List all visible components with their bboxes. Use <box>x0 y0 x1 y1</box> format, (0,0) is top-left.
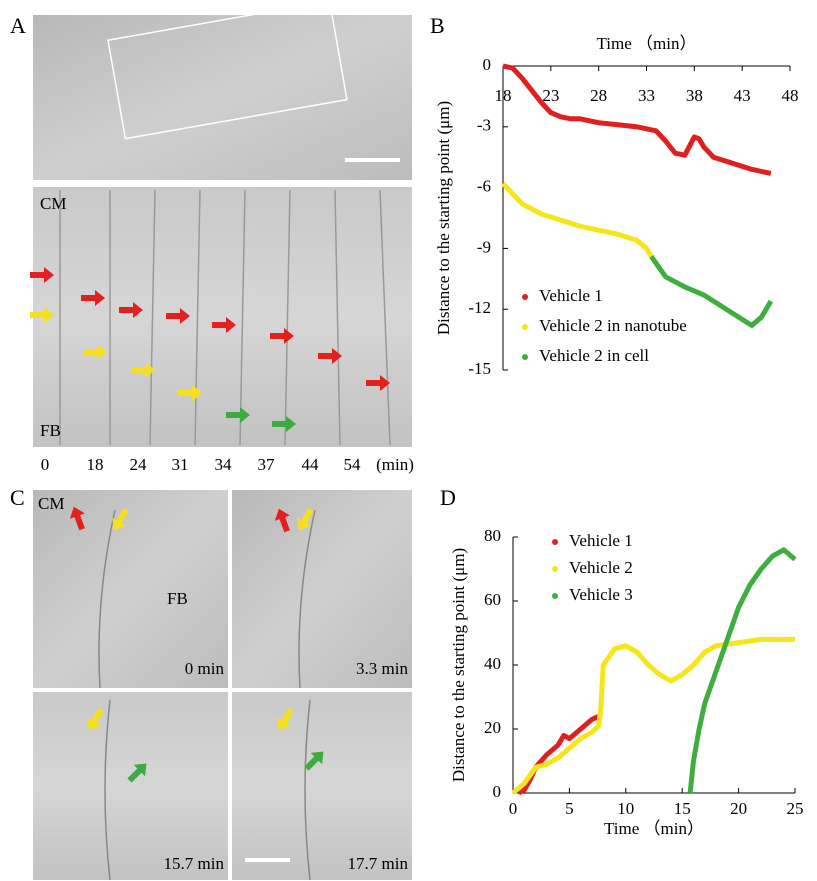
micrograph <box>33 490 228 688</box>
data-line <box>687 547 797 794</box>
arrow <box>297 508 314 531</box>
arrow <box>270 328 294 344</box>
arrow <box>119 302 143 318</box>
time-label: 0 min <box>185 659 225 678</box>
nanotube <box>98 509 316 881</box>
y-tick-label: 60 <box>484 590 501 609</box>
x-tick-label: 0 <box>509 799 518 818</box>
time-label: 24 <box>130 455 148 474</box>
x-tick-label: 48 <box>782 86 799 105</box>
x-tick-label: 18 <box>495 86 512 105</box>
time-label: 15.7 min <box>164 854 225 873</box>
y-tick-label: -3 <box>477 116 491 135</box>
x-tick-label: 23 <box>542 86 559 105</box>
y-tick-label: 40 <box>484 654 501 673</box>
arrow <box>272 416 296 432</box>
time-label: 44 <box>302 455 320 474</box>
arrow <box>83 344 107 360</box>
data-line <box>511 636 795 795</box>
strip-dividers <box>59 189 391 446</box>
arrow <box>274 508 290 533</box>
micrograph <box>33 692 228 880</box>
y-tick-label: 0 <box>483 55 492 74</box>
region-label: FB <box>167 589 188 608</box>
legend-marker <box>552 593 558 599</box>
arrow <box>127 763 147 783</box>
arrow <box>30 267 54 283</box>
y-tick-label: -15 <box>468 359 491 378</box>
y-tick-label: 80 <box>484 526 501 545</box>
panel-label: B <box>430 13 445 38</box>
legend-label: Vehicle 1 <box>569 531 633 550</box>
time-label: 0 <box>41 455 50 474</box>
legend-label: Vehicle 2 in nanotube <box>539 316 687 335</box>
panel-label: D <box>440 485 456 510</box>
arrow <box>277 708 294 731</box>
arrow <box>304 751 324 771</box>
arrow <box>69 506 85 531</box>
y-axis-title: Distance to the starting point (μm) <box>449 548 468 782</box>
time-label: 37 <box>258 455 276 474</box>
region-label: CM <box>40 194 66 213</box>
y-tick-label: 0 <box>493 782 502 801</box>
arrow <box>87 708 104 731</box>
legend-marker <box>522 324 528 330</box>
x-tick-label: 33 <box>638 86 655 105</box>
x-tick-label: 38 <box>686 86 703 105</box>
data-line <box>501 181 654 258</box>
time-label: 17.7 min <box>348 854 409 873</box>
micrograph <box>232 490 412 688</box>
data-line <box>517 713 600 796</box>
y-tick-label: 20 <box>484 718 501 737</box>
legend-marker <box>552 566 558 572</box>
arrow <box>226 407 250 423</box>
x-tick-label: 10 <box>617 799 634 818</box>
arrow <box>131 362 155 378</box>
arrow <box>212 317 236 333</box>
arrow <box>81 290 105 306</box>
x-tick-label: 20 <box>730 799 747 818</box>
legend-label: Vehicle 1 <box>539 286 603 305</box>
data-line <box>649 255 774 328</box>
time-label: 3.3 min <box>356 659 408 678</box>
y-tick-label: -6 <box>477 177 491 196</box>
y-tick-label: -12 <box>468 298 491 317</box>
legend-label: Vehicle 2 <box>569 558 633 577</box>
legend-marker <box>522 354 528 360</box>
x-tick-label: 5 <box>565 799 574 818</box>
micrograph <box>33 15 412 180</box>
micrograph-strip <box>33 187 412 447</box>
x-tick-label: 15 <box>674 799 691 818</box>
time-label: 34 <box>215 455 233 474</box>
x-axis-title: Time （min） <box>597 34 697 53</box>
arrow <box>318 348 342 364</box>
arrow <box>166 308 190 324</box>
micrograph <box>232 692 412 880</box>
region-label: FB <box>40 421 61 440</box>
x-tick-label: 28 <box>590 86 607 105</box>
panel-label: C <box>10 485 25 510</box>
legend-label: Vehicle 2 in cell <box>539 346 649 365</box>
time-label: 54 <box>344 455 362 474</box>
inset-box <box>107 0 348 140</box>
y-tick-label: -9 <box>477 237 491 256</box>
arrow <box>178 385 202 401</box>
x-tick-label: 25 <box>787 799 804 818</box>
legend-label: Vehicle 3 <box>569 585 633 604</box>
arrow <box>30 307 54 323</box>
time-unit: (min) <box>376 455 414 474</box>
time-label: 18 <box>87 455 104 474</box>
legend-marker <box>522 294 528 300</box>
arrow <box>112 508 129 531</box>
x-axis-title: Time （min） <box>604 819 704 838</box>
panel-label: A <box>10 13 26 38</box>
time-label: 31 <box>172 455 189 474</box>
arrow <box>366 375 390 391</box>
x-tick-label: 43 <box>734 86 751 105</box>
legend-marker <box>552 539 558 545</box>
region-label: CM <box>38 494 64 513</box>
data-line <box>502 63 772 176</box>
y-axis-title: Distance to the starting point (μm) <box>434 101 453 335</box>
